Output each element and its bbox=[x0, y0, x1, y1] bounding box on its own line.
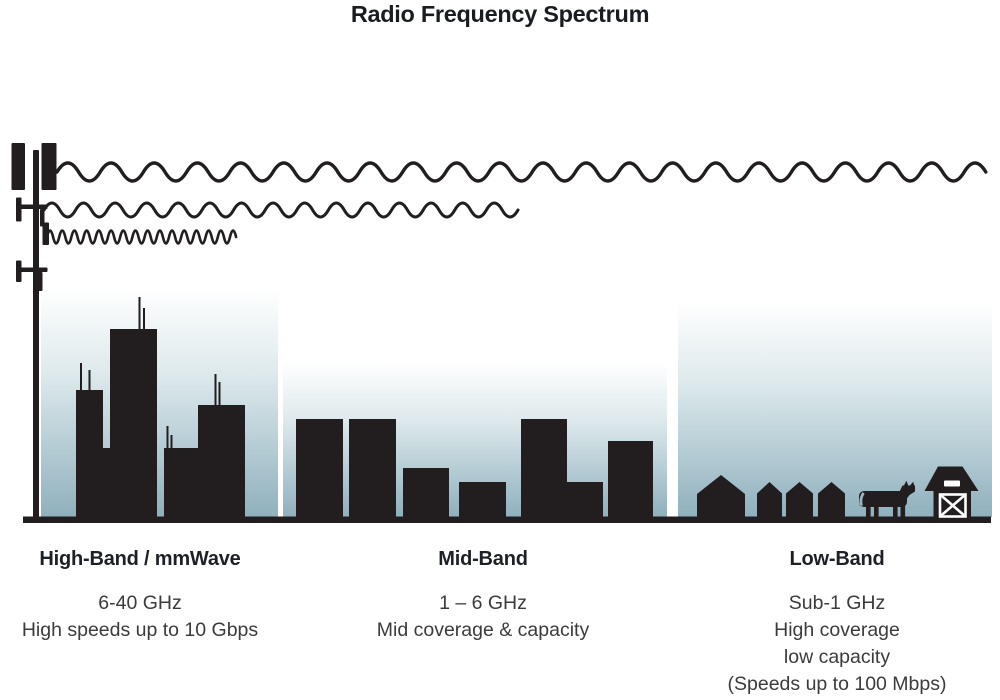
low-band-details: Sub-1 GHz High coverage low capacity (Sp… bbox=[687, 590, 987, 698]
high-band-details: 6-40 GHz High speeds up to 10 Gbps bbox=[8, 590, 272, 644]
house-icon bbox=[818, 482, 845, 520]
mid-band-wave bbox=[42, 201, 520, 219]
town-building bbox=[608, 441, 653, 520]
tower-part bbox=[41, 143, 57, 190]
barn-roof bbox=[924, 466, 979, 491]
building-antenna-icon bbox=[88, 370, 91, 393]
barn-door-cross-brace bbox=[939, 493, 967, 518]
building-antenna-icon bbox=[166, 426, 169, 451]
city-building bbox=[76, 390, 103, 520]
building-antenna-icon bbox=[170, 435, 173, 451]
town-building bbox=[296, 419, 343, 520]
building-antenna-icon bbox=[143, 308, 145, 332]
band-label-mid-band: Mid-Band 1 – 6 GHz Mid coverage & capaci… bbox=[353, 548, 613, 644]
low-band-description-2: low capacity bbox=[783, 646, 891, 668]
page-title: Radio Frequency Spectrum bbox=[350, 1, 650, 27]
building-antenna-icon bbox=[138, 297, 141, 332]
barn-icon bbox=[924, 466, 979, 520]
house-icon bbox=[757, 482, 782, 520]
town-building bbox=[459, 482, 506, 520]
cow-icon bbox=[859, 480, 915, 519]
low-band-heading: Low-Band bbox=[789, 548, 885, 570]
mid-band-heading: Mid-Band bbox=[438, 548, 528, 570]
tower-part bbox=[16, 260, 22, 282]
tower-part bbox=[16, 197, 22, 222]
ground-line bbox=[23, 516, 991, 523]
low-band-wave bbox=[55, 161, 988, 183]
tower-part bbox=[11, 143, 25, 190]
low-band-speed: (Speeds up to 100 Mbps) bbox=[727, 673, 947, 695]
tower-part bbox=[17, 267, 48, 272]
city-building bbox=[198, 405, 245, 520]
building-antenna-icon bbox=[218, 382, 221, 408]
low-band-frequency: Sub-1 GHz bbox=[788, 592, 886, 614]
high-band-wave bbox=[45, 229, 238, 245]
cell-tower-icon bbox=[11, 143, 57, 522]
high-band-heading: High-Band / mmWave bbox=[39, 548, 241, 570]
high-band-frequency: 6-40 GHz bbox=[98, 592, 182, 614]
low-band-description: High coverage bbox=[774, 619, 900, 641]
mid-band-description: Mid coverage & capacity bbox=[376, 619, 590, 641]
town-building bbox=[567, 482, 603, 520]
city-building bbox=[110, 329, 157, 520]
mid-band-frequency: 1 – 6 GHz bbox=[439, 592, 527, 614]
house-icon bbox=[786, 482, 813, 520]
high-band-description: High speeds up to 10 Gbps bbox=[21, 619, 259, 641]
city-building bbox=[164, 448, 198, 520]
mid-band-details: 1 – 6 GHz Mid coverage & capacity bbox=[353, 590, 613, 644]
rural-scene bbox=[697, 466, 979, 520]
tower-part bbox=[42, 222, 49, 245]
house-icon bbox=[697, 475, 745, 520]
tower-part bbox=[17, 204, 48, 209]
tower-part bbox=[40, 209, 45, 227]
town-building bbox=[521, 419, 567, 520]
city-skyline-icon bbox=[76, 297, 245, 520]
town-building bbox=[403, 468, 449, 520]
tower-part bbox=[33, 150, 39, 522]
building-antenna-icon bbox=[214, 374, 217, 408]
town-building bbox=[349, 419, 396, 520]
city-building bbox=[103, 448, 111, 520]
building-antenna-icon bbox=[80, 363, 82, 393]
band-label-low-band: Low-Band Sub-1 GHz High coverage low cap… bbox=[687, 548, 987, 698]
barn-loft-vent bbox=[944, 480, 960, 487]
town-skyline-icon bbox=[296, 419, 653, 520]
tower-part bbox=[38, 272, 43, 291]
band-label-high-band: High-Band / mmWave 6-40 GHz High speeds … bbox=[8, 548, 272, 644]
cow-body bbox=[859, 480, 915, 519]
